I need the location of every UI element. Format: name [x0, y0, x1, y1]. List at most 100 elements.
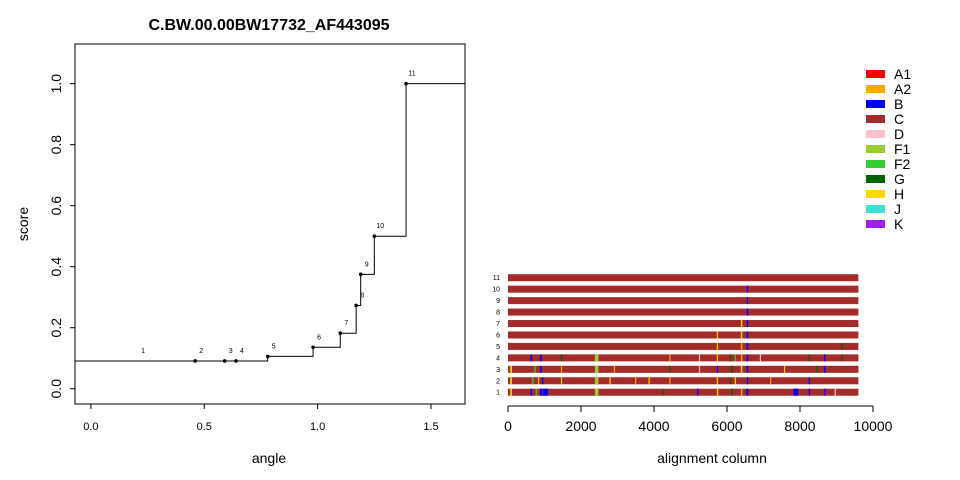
subtype-segment — [560, 377, 563, 385]
legend-item: K — [866, 216, 904, 232]
subtype-segment — [560, 354, 563, 362]
y-tick-label: 0.4 — [48, 257, 64, 277]
subtype-segment — [530, 388, 533, 396]
subtype-segment — [729, 377, 732, 385]
subtype-segment — [669, 354, 671, 362]
alignment-row: 1 — [496, 388, 859, 397]
subtype-segment — [669, 377, 671, 385]
legend-label: D — [894, 126, 904, 142]
alignment-x-axis-label: alignment column — [657, 450, 767, 466]
point-label: 3 — [229, 348, 233, 355]
subtype-segment — [540, 388, 543, 396]
alignment-rows: 1 2 3 4 5 6 7 8 9 10 11 — [492, 274, 859, 397]
subtype-segment — [759, 354, 762, 362]
row-label: 10 — [492, 287, 500, 294]
subtype-segment — [609, 377, 611, 385]
legend-label: F2 — [894, 156, 911, 172]
alignment-row: 4 — [496, 354, 859, 362]
subtype-segment — [808, 377, 810, 385]
alignment-x-tick-label: 6000 — [711, 418, 742, 434]
subtype-segment — [834, 388, 836, 396]
legend-label: A1 — [894, 66, 911, 82]
chart-title: C.BW.00.00BW17732_AF443095 — [148, 17, 389, 34]
subtype-segment — [740, 320, 743, 328]
legend-item: F1 — [866, 141, 911, 157]
legend-swatch — [866, 115, 885, 123]
data-point — [311, 345, 315, 350]
point-label: 10 — [376, 223, 384, 230]
row-label: 7 — [496, 321, 500, 328]
subtype-segment — [541, 377, 544, 385]
legend-item: H — [866, 186, 904, 202]
alignment-row: 3 — [496, 365, 859, 374]
subtype-segment — [841, 342, 843, 350]
legend-swatch — [866, 175, 885, 183]
subtype-segment — [716, 377, 718, 385]
subtype-segment — [824, 388, 826, 396]
legend-swatch — [866, 160, 885, 168]
subtype-segment — [532, 377, 534, 385]
subtype-segment — [716, 354, 718, 362]
x-axis-label: angle — [252, 450, 286, 466]
data-point — [234, 359, 238, 363]
legend-swatch — [866, 145, 885, 153]
subtype-segment — [808, 354, 810, 362]
data-point — [372, 234, 377, 239]
subtype-segment — [698, 365, 701, 373]
point-label: 6 — [317, 334, 321, 341]
x-axis: 0.0 0.5 1.0 1.5 — [83, 404, 439, 433]
data-point — [354, 303, 358, 308]
subtype-segment — [746, 285, 749, 293]
subtype-segment — [594, 354, 599, 362]
row-base-bar — [508, 274, 859, 282]
alignment-row: 2 — [496, 377, 859, 385]
alignment-x-tick-label: 8000 — [784, 418, 815, 434]
alignment-row: 6 — [496, 331, 859, 339]
row-label: 1 — [496, 390, 500, 397]
x-tick-label: 0.0 — [83, 421, 98, 433]
y-tick-label: 0.6 — [48, 196, 64, 216]
legend-label: C — [894, 111, 904, 127]
subtype-segment — [698, 354, 701, 362]
legend-item: G — [866, 171, 905, 187]
point-label: 4 — [240, 348, 244, 355]
score-step-plot: C.BW.00.00BW17732_AF443095 0.0 0.5 1.0 1.5 … — [15, 17, 466, 466]
legend-label: K — [894, 216, 904, 232]
alignment-x-tick-label: 10000 — [854, 418, 893, 434]
alignment-row: 7 — [496, 320, 859, 328]
subtype-segment — [746, 308, 749, 316]
legend-label: B — [894, 96, 903, 112]
subtype-segment — [824, 365, 826, 373]
subtype-segment — [594, 377, 599, 385]
row-base-bar — [508, 342, 859, 350]
legend-label: A2 — [894, 81, 911, 97]
point-label: 5 — [272, 343, 276, 350]
row-label: 2 — [496, 378, 500, 385]
point-label: 11 — [408, 71, 415, 78]
row-label: 9 — [496, 298, 500, 305]
point-label: 9 — [365, 261, 369, 268]
legend-item: D — [866, 126, 904, 142]
subtype-segment — [594, 365, 599, 373]
subtype-segment — [613, 365, 616, 373]
y-axis-label: score — [15, 207, 31, 241]
subtype-segment — [729, 354, 732, 362]
legend-label: H — [894, 186, 904, 202]
subtype-segment — [731, 388, 733, 396]
subtype-segment — [746, 342, 749, 350]
legend-item: A2 — [866, 81, 911, 97]
points-layer: 1 2 3 4 5 6 7 8 9 10 11 — [141, 71, 416, 363]
subtype-segment — [510, 377, 513, 385]
x-tick-label: 0.5 — [197, 421, 212, 433]
point-label: 2 — [199, 348, 203, 355]
row-label: 5 — [496, 344, 500, 351]
subtype-segment — [635, 377, 637, 385]
row-label: 11 — [493, 275, 500, 282]
subtype-segment — [816, 365, 818, 373]
legend-swatch — [866, 220, 885, 228]
y-axis: 0.0 0.2 0.4 0.6 0.8 1.0 — [48, 74, 75, 398]
subtype-segment — [746, 365, 749, 373]
subtype-segment — [543, 388, 549, 396]
legend-item: A1 — [866, 66, 911, 82]
